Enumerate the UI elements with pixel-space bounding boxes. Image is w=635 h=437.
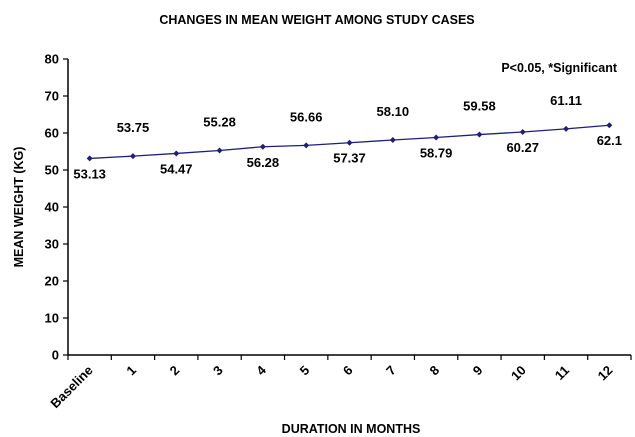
data-label: 53.75 xyxy=(117,120,150,135)
data-label: 57.37 xyxy=(333,151,366,166)
x-tick-label: 3 xyxy=(210,363,226,379)
data-point-marker xyxy=(129,153,136,160)
data-label: 53.13 xyxy=(73,166,106,181)
data-point-marker xyxy=(346,139,353,146)
significance-annotation: P<0.05, *Significant xyxy=(501,61,618,75)
data-point-marker xyxy=(173,150,180,157)
data-label: 56.66 xyxy=(290,109,323,124)
data-point-marker xyxy=(259,143,266,150)
data-label: 58.10 xyxy=(377,104,410,119)
y-tick-label: 30 xyxy=(45,237,59,252)
y-tick-label: 40 xyxy=(45,200,59,215)
data-label: 59.58 xyxy=(463,99,496,114)
x-tick-label: 6 xyxy=(340,363,356,379)
x-tick-label: 1 xyxy=(123,363,139,379)
data-point-marker xyxy=(519,129,526,136)
x-axis-label: DURATION IN MONTHS xyxy=(282,422,421,436)
y-tick-label: 20 xyxy=(45,274,59,289)
x-tick-label: 8 xyxy=(427,363,443,379)
data-point-marker xyxy=(389,137,396,144)
data-label: 62.1 xyxy=(597,133,622,148)
y-tick-label: 60 xyxy=(45,126,59,141)
data-label: 56.28 xyxy=(247,155,280,170)
data-point-marker xyxy=(433,134,440,141)
data-point-marker xyxy=(86,155,93,162)
y-tick-label: 80 xyxy=(45,52,59,67)
x-tick-label: 7 xyxy=(383,363,399,379)
x-tick-label: 12 xyxy=(595,363,616,384)
y-tick-label: 50 xyxy=(45,163,59,178)
data-point-marker xyxy=(563,125,570,132)
data-point-marker xyxy=(606,122,613,129)
x-tick-label: 2 xyxy=(167,363,183,379)
data-label: 55.28 xyxy=(203,114,236,129)
x-tick-label: 10 xyxy=(508,363,529,384)
y-tick-label: 10 xyxy=(45,311,59,326)
data-point-marker xyxy=(476,131,483,138)
x-tick-label: 5 xyxy=(297,363,313,379)
x-tick-label: 9 xyxy=(470,363,486,379)
data-label: 58.79 xyxy=(420,145,453,160)
y-tick-label: 70 xyxy=(45,89,59,104)
data-point-marker xyxy=(303,142,310,149)
x-tick-label: Baseline xyxy=(47,363,95,411)
y-tick-label: 0 xyxy=(52,348,59,363)
x-tick-label: 11 xyxy=(552,363,572,383)
data-label: 61.11 xyxy=(550,93,582,108)
data-point-marker xyxy=(216,147,223,154)
data-label: 54.47 xyxy=(160,161,193,176)
x-tick-label: 4 xyxy=(253,362,269,378)
data-label: 60.27 xyxy=(506,140,539,155)
y-axis-label: MEAN WEIGHT (KG) xyxy=(12,147,26,268)
chart-title: CHANGES IN MEAN WEIGHT AMONG STUDY CASES xyxy=(159,13,474,27)
